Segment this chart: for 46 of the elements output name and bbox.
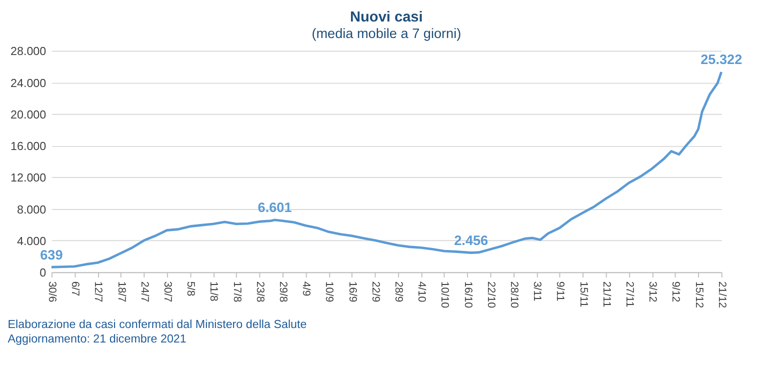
x-tick-label: 4/9 xyxy=(300,281,312,296)
x-tick-label: 27/11 xyxy=(624,281,636,308)
x-tick-label: 28/9 xyxy=(392,281,405,302)
x-tick-label: 23/8 xyxy=(254,281,266,302)
x-tick-label: 16/10 xyxy=(462,281,474,308)
annotation: 25.322 xyxy=(700,52,743,68)
annotation: 6.601 xyxy=(258,200,292,216)
text: Aggiornamento: 21 dicembre 2021 xyxy=(8,332,186,346)
annotation: 639 xyxy=(40,247,64,262)
y-tick-label: 8.000 xyxy=(16,203,47,216)
x-tick-label: 10/10 xyxy=(438,281,451,308)
y-tick-label: 28.000 xyxy=(10,45,47,58)
x-tick-label: 21/12 xyxy=(716,281,728,308)
y-tick-label: 4.000 xyxy=(16,234,47,248)
x-tick-label: 29/8 xyxy=(277,281,290,302)
x-tick-label: 3/12 xyxy=(646,281,659,302)
x-tick-label: 24/7 xyxy=(138,281,150,302)
x-tick-label: 15/11 xyxy=(577,281,590,308)
x-tick-label: 11/8 xyxy=(208,281,220,302)
y-tick-label: 20.000 xyxy=(10,108,47,122)
x-tick-label: 4/10 xyxy=(416,281,428,302)
x-tick-label: 21/11 xyxy=(600,281,612,308)
x-tick-label: 22/10 xyxy=(484,281,497,308)
x-tick-label: 9/11 xyxy=(554,281,566,302)
annotation: 2.456 xyxy=(454,232,489,248)
chart-subtitle: (media mobile a 7 giorni) xyxy=(312,26,462,42)
x-tick-label: 17/8 xyxy=(230,281,243,302)
x-tick-label: 6/7 xyxy=(69,281,82,296)
x-tick-label: 30/6 xyxy=(46,281,58,302)
y-tick-label: 12.000 xyxy=(10,172,47,185)
y-tick-label: 24.000 xyxy=(10,76,47,90)
x-tick-label: 15/12 xyxy=(692,281,705,308)
x-tick-label: 12/7 xyxy=(92,281,104,302)
x-tick-label: 16/9 xyxy=(346,281,358,302)
x-tick-label: 28/10 xyxy=(508,281,520,308)
x-tick-label: 5/8 xyxy=(184,281,197,296)
x-tick-label: 22/9 xyxy=(369,281,382,302)
chart-title: Nuovi casi xyxy=(350,10,423,26)
text: Elaborazione da casi confermati dal Ministero della Salute xyxy=(8,318,307,331)
y-tick-label: 0 xyxy=(40,266,47,280)
x-tick-label: 10/9 xyxy=(323,281,336,302)
x-tick-label: 18/7 xyxy=(115,281,128,302)
x-tick-label: 9/12 xyxy=(670,281,682,302)
x-tick-label: 3/11 xyxy=(531,281,544,302)
y-tick-label: 16.000 xyxy=(10,140,47,154)
x-tick-label: 30/7 xyxy=(162,281,174,302)
